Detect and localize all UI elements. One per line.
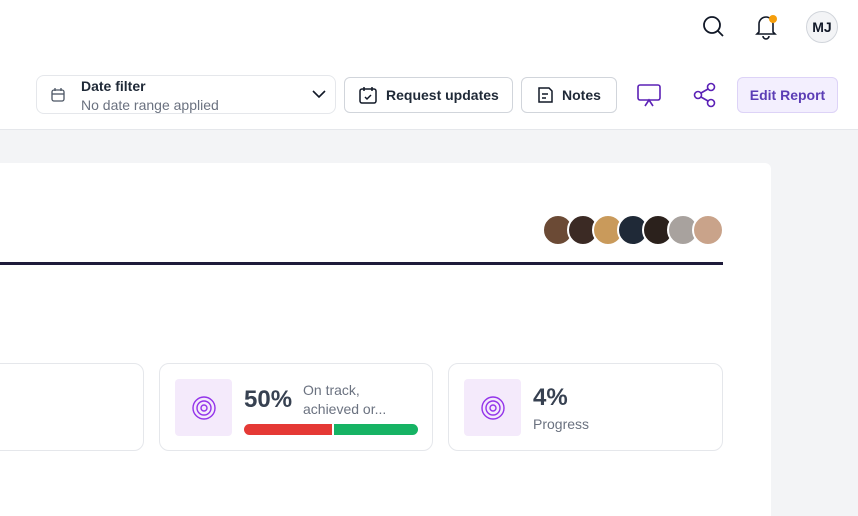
request-updates-button[interactable]: Request updates [344, 77, 513, 113]
stat-value: 4% [533, 384, 568, 411]
stat-card [0, 363, 144, 451]
user-avatar[interactable]: MJ [806, 11, 838, 43]
date-filter-placeholder: No date range applied [81, 97, 219, 113]
status-bar [244, 424, 418, 435]
present-icon[interactable] [636, 82, 662, 108]
stat-label: On track, achieved or... [303, 382, 387, 417]
divider [0, 262, 723, 265]
search-icon[interactable] [700, 13, 726, 39]
date-filter[interactable]: Date filter No date range applied [36, 75, 336, 114]
bar-segment [334, 424, 418, 435]
bar-segment [244, 424, 332, 435]
stat-card: 50% On track, achieved or... [159, 363, 433, 451]
calendar-icon [51, 88, 65, 102]
edit-report-button[interactable]: Edit Report [737, 77, 838, 113]
avatar-group [542, 214, 724, 246]
button-label: Notes [562, 87, 601, 103]
notes-icon [538, 87, 553, 103]
target-icon [464, 379, 521, 436]
report-panel [0, 163, 771, 516]
stat-label: Progress [533, 416, 590, 432]
chevron-icon [312, 90, 326, 99]
share-icon[interactable] [692, 82, 718, 108]
target-icon [175, 379, 232, 436]
button-label: Request updates [386, 87, 499, 103]
bell-icon[interactable] [752, 12, 780, 40]
stat-value: 50% [244, 386, 293, 413]
stat-card: 4% Progress [448, 363, 723, 451]
date-filter-label: Date filter [81, 78, 146, 94]
calendar-check-icon [359, 87, 377, 104]
notes-button[interactable]: Notes [521, 77, 617, 113]
